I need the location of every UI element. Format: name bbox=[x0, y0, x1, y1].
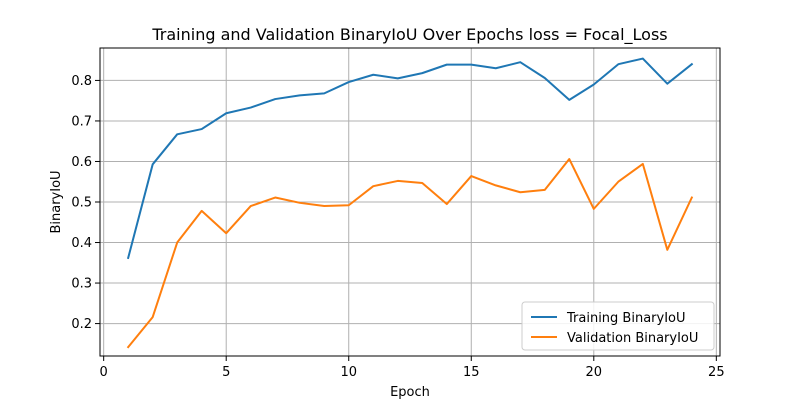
data-point-validation bbox=[225, 232, 227, 234]
data-point-validation bbox=[593, 208, 595, 210]
legend-box bbox=[521, 301, 715, 351]
data-point-training bbox=[323, 92, 325, 94]
y-tick-label: 0.7 bbox=[71, 114, 92, 129]
data-point-training bbox=[250, 107, 252, 109]
data-point-validation bbox=[152, 316, 154, 318]
series-layer bbox=[126, 57, 694, 349]
y-tick-label: 0.8 bbox=[71, 74, 92, 89]
data-point-training bbox=[152, 163, 154, 165]
data-point-training bbox=[397, 77, 399, 79]
data-point-training bbox=[691, 63, 693, 65]
data-point-training bbox=[176, 133, 178, 135]
x-tick-label: 15 bbox=[463, 365, 480, 380]
y-tick-label: 0.3 bbox=[71, 277, 92, 292]
data-point-training bbox=[617, 63, 619, 65]
data-point-training bbox=[642, 58, 644, 60]
data-point-training bbox=[446, 64, 448, 66]
y-tick-label: 0.5 bbox=[71, 196, 92, 211]
data-point-training bbox=[593, 83, 595, 85]
data-point-validation bbox=[299, 202, 301, 204]
data-point-validation bbox=[176, 242, 178, 244]
data-point-training bbox=[127, 257, 129, 259]
data-point-training bbox=[225, 112, 227, 114]
y-tick-label: 0.6 bbox=[71, 155, 92, 170]
data-point-training bbox=[519, 61, 521, 63]
x-tick-label: 25 bbox=[708, 365, 725, 380]
legend-label-training: Training BinaryIoU bbox=[566, 311, 686, 326]
data-point-validation bbox=[470, 175, 472, 177]
series-line-validation bbox=[126, 158, 694, 349]
data-point-validation bbox=[201, 210, 203, 212]
data-point-training bbox=[348, 81, 350, 83]
data-point-validation bbox=[691, 197, 693, 199]
data-point-training bbox=[201, 128, 203, 130]
y-tick-label: 0.2 bbox=[71, 317, 92, 332]
data-point-validation bbox=[421, 182, 423, 184]
data-point-training bbox=[495, 67, 497, 69]
data-point-validation bbox=[274, 197, 276, 199]
data-point-training bbox=[299, 94, 301, 96]
x-axis-label: Epoch bbox=[390, 385, 430, 400]
data-point-validation bbox=[666, 249, 668, 251]
data-point-validation bbox=[127, 346, 129, 348]
data-point-training bbox=[470, 64, 472, 66]
data-point-validation bbox=[446, 203, 448, 205]
y-tick-label: 0.4 bbox=[71, 236, 92, 251]
data-point-validation bbox=[519, 191, 521, 193]
data-point-training bbox=[666, 83, 668, 85]
x-tick-label: 10 bbox=[340, 365, 357, 380]
data-point-training bbox=[421, 72, 423, 74]
y-axis-label: BinaryIoU bbox=[49, 170, 64, 233]
x-tick-label: 20 bbox=[586, 365, 603, 380]
legend-label-validation: Validation BinaryIoU bbox=[567, 331, 698, 346]
data-point-training bbox=[544, 77, 546, 79]
data-point-training bbox=[372, 74, 374, 76]
x-tick-label: 0 bbox=[100, 365, 108, 380]
data-point-validation bbox=[642, 163, 644, 165]
data-point-validation bbox=[323, 205, 325, 207]
data-point-validation bbox=[348, 204, 350, 206]
chart-title: Training and Validation BinaryIoU Over E… bbox=[151, 25, 667, 45]
data-point-validation bbox=[617, 181, 619, 183]
data-point-training bbox=[274, 98, 276, 100]
data-point-validation bbox=[495, 184, 497, 186]
data-point-training bbox=[568, 99, 570, 101]
data-point-validation bbox=[372, 185, 374, 187]
grid bbox=[100, 48, 720, 356]
data-point-validation bbox=[250, 205, 252, 207]
legend: Training BinaryIoU Validation BinaryIoU bbox=[521, 301, 715, 351]
data-point-validation bbox=[568, 158, 570, 160]
data-point-validation bbox=[397, 180, 399, 182]
x-tick-label: 5 bbox=[222, 365, 230, 380]
data-point-validation bbox=[544, 189, 546, 191]
ticks: 0 5 10 15 20 25 0.2 0.3 0.4 0.5 0.6 0.7 0.8 bbox=[71, 74, 724, 380]
series-line-training bbox=[126, 57, 694, 260]
